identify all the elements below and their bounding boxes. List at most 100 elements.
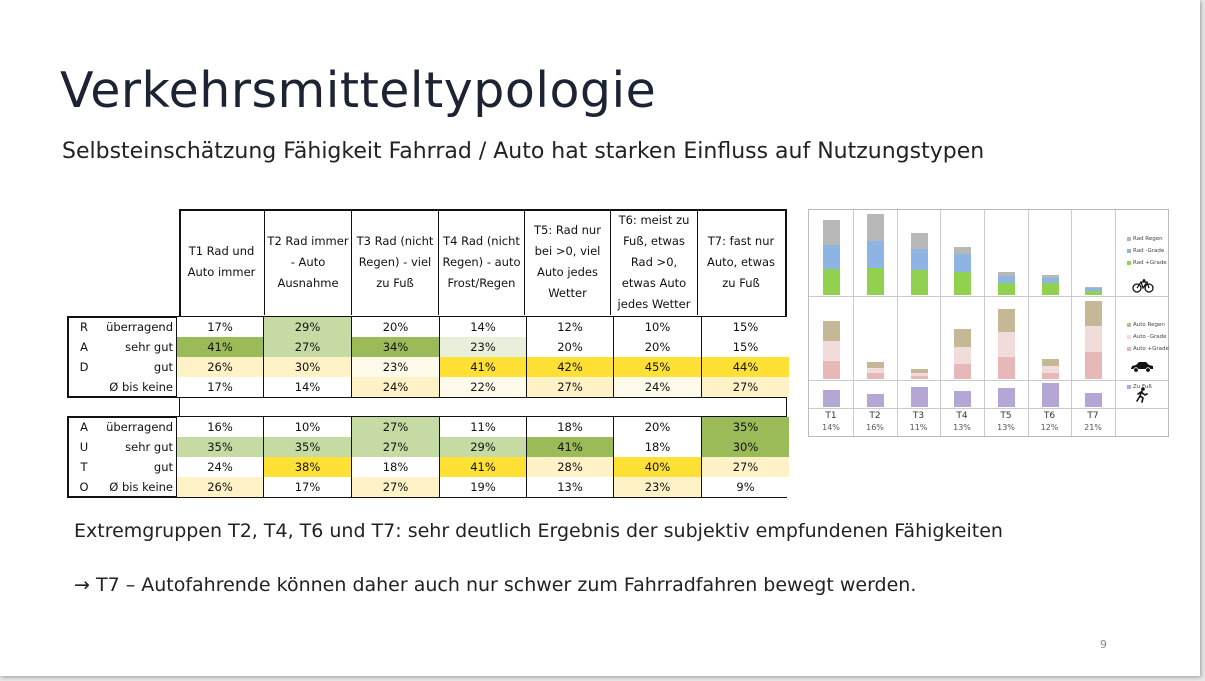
- chart-bar-segment: [1085, 326, 1102, 352]
- auto-cell: 28%: [526, 457, 614, 477]
- chart-category-label: T7: [1087, 411, 1099, 421]
- chart-bar-segment: [1041, 283, 1059, 295]
- auto-cell: 27%: [351, 477, 440, 497]
- legend-label: Auto -Grade: [1133, 334, 1167, 340]
- auto-cell: 27%: [351, 437, 440, 457]
- chart-share-label: 13%: [953, 423, 971, 432]
- chart-gridline: [853, 210, 854, 436]
- chart-bar-segment: [910, 369, 928, 373]
- legend-swatch: [1127, 346, 1131, 351]
- chart-gridline: [1028, 210, 1029, 436]
- legend-label: Rad +Grade: [1133, 260, 1167, 266]
- auto-cell: 35%: [176, 437, 264, 457]
- column-header-t6: T6: meist zu Fuß, etwas Rad >0, etwas Au…: [610, 209, 698, 315]
- column-header-t2: T2 Rad immer - Auto Ausnahme: [264, 209, 352, 315]
- column-header-t1: T1 Rad und Auto immer: [187, 244, 256, 279]
- note-t7: → T7 – Autofahrende können daher auch nu…: [74, 574, 917, 596]
- rad-cell: 45%: [613, 357, 702, 377]
- chart-bar-segment: [1085, 393, 1102, 407]
- rad-cell: 17%: [176, 377, 264, 397]
- legend-swatch: [1127, 260, 1131, 265]
- auto-row-label: sehr gut: [125, 440, 173, 454]
- column-header-t4: T4 Rad (nicht Regen) - auto Frost/Regen: [438, 209, 525, 315]
- table-row: O Ø bis keine 26% 17% 27% 19% 13% 23% 9%: [67, 477, 789, 497]
- chart-bar-segment: [867, 362, 884, 368]
- chart-share-label: 16%: [866, 423, 884, 432]
- rad-cell: 17%: [176, 317, 264, 337]
- chart-bar-segment: [954, 347, 971, 364]
- auto-cell: 20%: [613, 417, 702, 437]
- chart-bar-segment: [998, 283, 1015, 295]
- rad-row-label: sehr gut: [125, 340, 173, 354]
- legend-label: Rad Regen: [1133, 236, 1163, 242]
- rad-cell: 14%: [439, 317, 527, 337]
- column-header-t5: T5: Rad nur bei >0, viel Auto jedes Wett…: [524, 209, 611, 315]
- auto-cell: 13%: [526, 477, 614, 497]
- chart-bar-segment: [1041, 383, 1059, 407]
- chart-legend-entry: Auto +Grade: [1127, 346, 1169, 352]
- chart-bar-segment: [910, 249, 928, 270]
- chart-bar-segment: [823, 341, 840, 361]
- chart-gridline: [809, 380, 1168, 381]
- chart-bar-segment: [910, 270, 928, 295]
- chart-category-label: T1: [825, 411, 837, 421]
- chart-gridline: [1071, 210, 1072, 436]
- rad-cell: 41%: [439, 357, 527, 377]
- auto-cell: 27%: [701, 457, 789, 477]
- legend-swatch: [1127, 384, 1131, 389]
- auto-cell: 18%: [613, 437, 702, 457]
- chart-bar-segment: [1085, 291, 1102, 295]
- slide-subtitle: Selbsteinschätzung Fähigkeit Fahrrad / A…: [62, 139, 985, 164]
- legend-label: Zu Fuß: [1133, 384, 1152, 390]
- chart-category-label: T6: [1043, 411, 1056, 421]
- chart-bar-segment: [823, 390, 840, 407]
- legend-label: Auto +Grade: [1133, 346, 1169, 352]
- chart-bar-segment: [910, 373, 928, 376]
- chart-bar-segment: [998, 272, 1015, 276]
- legend-swatch: [1127, 236, 1131, 241]
- chart-bar-segment: [1041, 373, 1059, 379]
- rad-cell: 29%: [263, 317, 352, 337]
- mini-chart: Rad Regen Rad -Grade Rad +Grade Auto Regen A…: [808, 209, 1169, 437]
- auto-cell: 18%: [526, 417, 614, 437]
- rad-cell: 41%: [176, 337, 264, 357]
- rad-cell: 20%: [613, 337, 702, 357]
- auto-cell: 17%: [263, 477, 352, 497]
- rad-cell: 15%: [701, 337, 789, 357]
- auto-cell: 35%: [701, 417, 789, 437]
- auto-row-letter: A: [80, 420, 88, 434]
- rad-cell: 14%: [263, 377, 352, 397]
- rad-cell: 20%: [526, 337, 614, 357]
- walking-icon: [1135, 387, 1149, 407]
- column-header-t3: T3 Rad (nicht Regen) - viel zu Fuß: [351, 209, 439, 315]
- rad-cell: 20%: [351, 317, 440, 337]
- chart-bar-segment: [1041, 366, 1059, 373]
- rad-row-label: Ø bis keine: [109, 380, 173, 394]
- table-header: T1 Rad und Auto immer T2 Rad immer - Auto…: [179, 209, 784, 315]
- rad-cell: 23%: [351, 357, 440, 377]
- auto-cell: 23%: [613, 477, 702, 497]
- chart-share-label: 11%: [909, 423, 928, 432]
- rad-cell: 24%: [351, 377, 440, 397]
- page-number: 9: [1100, 638, 1107, 651]
- chart-bar-segment: [1085, 352, 1102, 379]
- auto-row-label: überragend: [106, 420, 173, 434]
- chart-share-label: 14%: [822, 423, 840, 432]
- chart-bar-segment: [1085, 287, 1102, 288]
- chart-bar-segment: [823, 269, 840, 295]
- auto-cell: 16%: [176, 417, 264, 437]
- rad-row-letter: [67, 377, 101, 397]
- chart-bar-segment: [998, 309, 1015, 332]
- chart-bar-segment: [867, 394, 884, 407]
- auto-cell: 41%: [526, 437, 614, 457]
- chart-category-label: T3: [912, 411, 925, 421]
- chart-bar-segment: [867, 368, 884, 373]
- rad-row-letter: R: [80, 320, 88, 334]
- auto-cell: 40%: [613, 457, 702, 477]
- chart-bar-segment: [1085, 288, 1102, 291]
- auto-cell: 11%: [439, 417, 527, 437]
